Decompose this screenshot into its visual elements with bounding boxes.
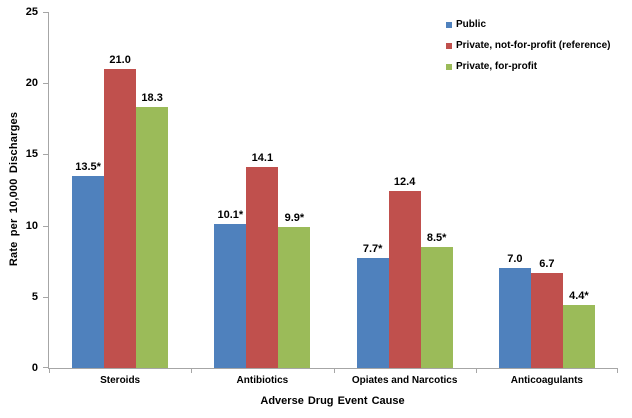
y-axis-tick-label: 20: [25, 77, 38, 90]
legend-marker-icon: [446, 21, 452, 28]
legend-item-1: Public: [446, 14, 610, 35]
legend-label: Public: [456, 19, 487, 30]
y-axis-tick: [43, 225, 48, 227]
x-axis-category-label: Antibiotics: [236, 375, 289, 386]
bar-steroids-series-1: [72, 175, 105, 368]
x-axis-tick: [49, 368, 50, 373]
bar-value-label: 14.1: [251, 152, 274, 165]
bar-antibiotics-series-1: [214, 224, 247, 368]
bar-value-label: 13.5*: [75, 160, 101, 173]
bar-antibiotics-series-3: [278, 227, 311, 368]
y-axis-tick: [43, 296, 48, 298]
legend: Public Private, not-for-profit (reference…: [446, 14, 610, 77]
bar-antibiotics-series-2: [246, 167, 279, 368]
bar-value-label: 6.7: [539, 257, 555, 270]
bar-anticoagulants-series-1: [498, 268, 531, 368]
x-axis-category-label: Opiates and Narcotics: [351, 375, 458, 386]
legend-item-2: Private, not-for-profit (reference): [446, 35, 610, 56]
legend-marker-icon: [446, 63, 452, 70]
bar-value-label: 7.0: [507, 253, 523, 266]
y-axis-tick: [43, 367, 48, 368]
bar-value-label: 18.3: [141, 92, 163, 105]
bar-value-label: 21.0: [109, 53, 131, 66]
bar-anticoagulants-series-2: [530, 272, 563, 368]
x-axis-tick: [617, 368, 618, 373]
x-axis-category-label: Anticoagulants: [510, 375, 583, 386]
y-axis-tick-label: 10: [25, 219, 38, 232]
bar-anticoagulants-series-3: [562, 305, 595, 368]
y-axis-tick: [43, 154, 48, 156]
y-axis-tick-label: 25: [25, 6, 38, 18]
y-axis-tick-label: 15: [25, 148, 38, 161]
bar-value-label: 8.5*: [426, 231, 447, 244]
x-axis-category-label: Steroids: [100, 375, 141, 386]
y-axis-tick-label: 0: [31, 362, 38, 374]
bar-opiates-and-narcotics-series-3: [420, 246, 453, 368]
bar-value-label: 12.4: [393, 176, 416, 189]
bar-value-label: 7.7*: [362, 243, 383, 256]
legend-label: Private, not-for-profit (reference): [456, 40, 611, 51]
bar-opiates-and-narcotics-series-2: [388, 191, 421, 368]
y-axis-tick: [43, 83, 48, 85]
x-axis-tick: [475, 368, 477, 373]
x-axis-tick: [333, 368, 335, 373]
bar-value-label: 10.1*: [217, 209, 244, 222]
bar-steroids-series-2: [104, 68, 137, 368]
x-axis-tick: [191, 368, 193, 373]
legend-marker-icon: [446, 42, 452, 49]
x-axis-title: Adverse Drug Event Cause: [260, 395, 405, 407]
bar-opiates-and-narcotics-series-1: [356, 258, 389, 368]
bar-value-label: 9.9*: [284, 212, 305, 225]
y-axis-title: Rate per 10,000 Discharges: [8, 111, 20, 267]
y-axis-tick-label: 5: [31, 290, 38, 303]
bar-steroids-series-3: [136, 107, 169, 368]
plot-area: 0 5 10 15 20 25 13.5* 21.0 18.3 Steroids 10.1* 14.1…: [26, 6, 618, 386]
legend-item-3: Private, for-profit: [446, 56, 610, 77]
bar-value-label: 4.4*: [569, 290, 589, 303]
legend-label: Private, for-profit: [456, 61, 538, 72]
y-axis-tick: [43, 12, 48, 13]
